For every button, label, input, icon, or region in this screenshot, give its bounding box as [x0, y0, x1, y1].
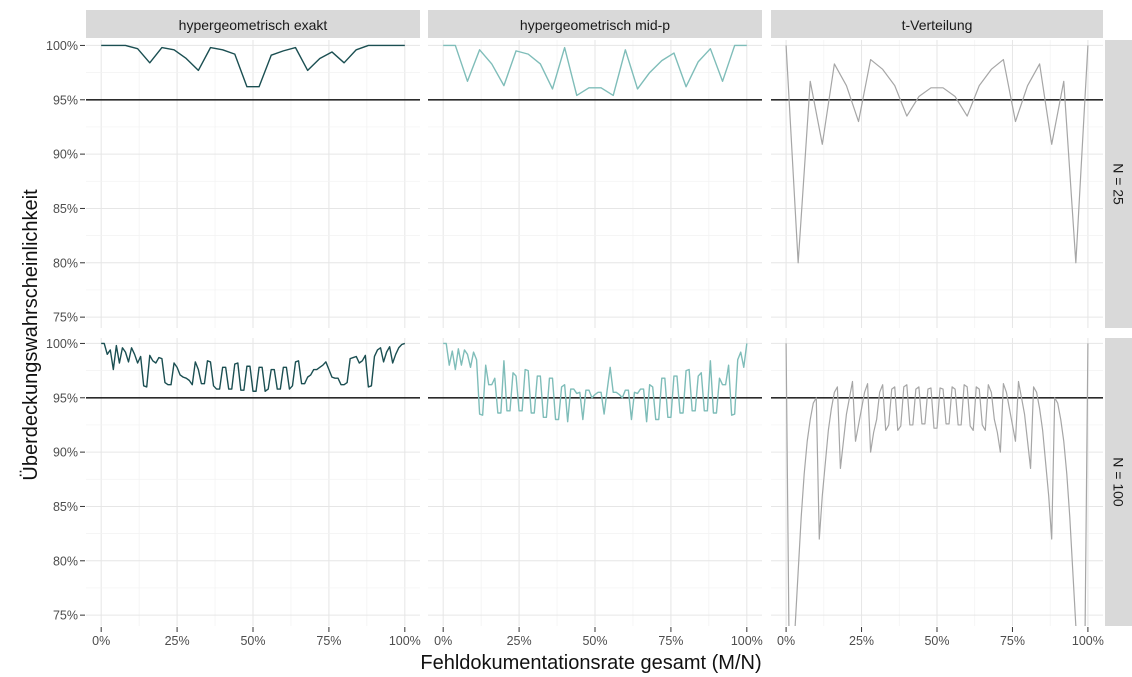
- y-tick-label: 95%: [53, 391, 78, 405]
- x-tick-label: 100%: [731, 634, 763, 648]
- facet-strips: hypergeometrisch exakt hypergeometrisch m…: [86, 10, 1132, 626]
- y-tick-label: 75%: [53, 311, 78, 325]
- series-line-panel-3: [785, 45, 1089, 264]
- series-line-panel-6: [785, 343, 1089, 626]
- x-tick-label: 25%: [507, 634, 532, 648]
- column-strip: [771, 10, 1103, 38]
- y-tick-label: 80%: [53, 256, 78, 270]
- y-tick-label: 100%: [46, 39, 78, 53]
- x-tick-label: 0%: [92, 634, 110, 648]
- row-strip-label: N = 100: [1111, 457, 1127, 507]
- column-strip: [428, 10, 762, 38]
- axis-tick-labels: 75% 80% 85% 90% 95% 100% 75% 80% 85% 90% 95% 100% 0%…: [46, 39, 1104, 648]
- series-line-panel-4: [101, 342, 406, 392]
- x-tick-label: 0%: [777, 634, 795, 648]
- x-tick-label: 0%: [434, 634, 452, 648]
- column-strip: [86, 10, 420, 38]
- x-tick-label: 100%: [389, 634, 421, 648]
- x-tick-label: 50%: [240, 634, 265, 648]
- x-tick-label: 50%: [924, 634, 949, 648]
- y-tick-label: 85%: [53, 202, 78, 216]
- series-line-panel-5: [443, 342, 748, 423]
- y-tick-label: 90%: [53, 446, 78, 460]
- series-line-panel-1: [101, 44, 405, 88]
- y-tick-label: 90%: [53, 148, 78, 162]
- column-strip-label: hypergeometrisch mid-p: [520, 17, 670, 33]
- row-strip: [1105, 40, 1132, 328]
- column-strip-label: hypergeometrisch exakt: [179, 17, 328, 33]
- row-strip-label: N = 25: [1111, 163, 1127, 205]
- y-tick-label: 75%: [53, 609, 78, 623]
- x-axis-title: Fehldokumentationsrate gesamt (M/N): [420, 652, 761, 674]
- y-tick-label: 85%: [53, 500, 78, 514]
- series-lines: [101, 44, 1089, 626]
- y-tick-label: 80%: [53, 554, 78, 568]
- x-tick-label: 25%: [849, 634, 874, 648]
- x-tick-label: 100%: [1072, 634, 1104, 648]
- y-tick-label: 95%: [53, 93, 78, 107]
- column-strip-label: t-Verteilung: [902, 17, 973, 33]
- x-tick-label: 75%: [658, 634, 683, 648]
- x-tick-label: 75%: [316, 634, 341, 648]
- y-tick-label: 100%: [46, 337, 78, 351]
- x-tick-label: 25%: [165, 634, 190, 648]
- y-axis-title: Überdeckungswahrscheinlichkeit: [20, 189, 42, 481]
- x-tick-label: 75%: [1000, 634, 1025, 648]
- row-strip: [1105, 338, 1132, 626]
- x-tick-label: 50%: [582, 634, 607, 648]
- series-line-panel-2: [443, 44, 747, 97]
